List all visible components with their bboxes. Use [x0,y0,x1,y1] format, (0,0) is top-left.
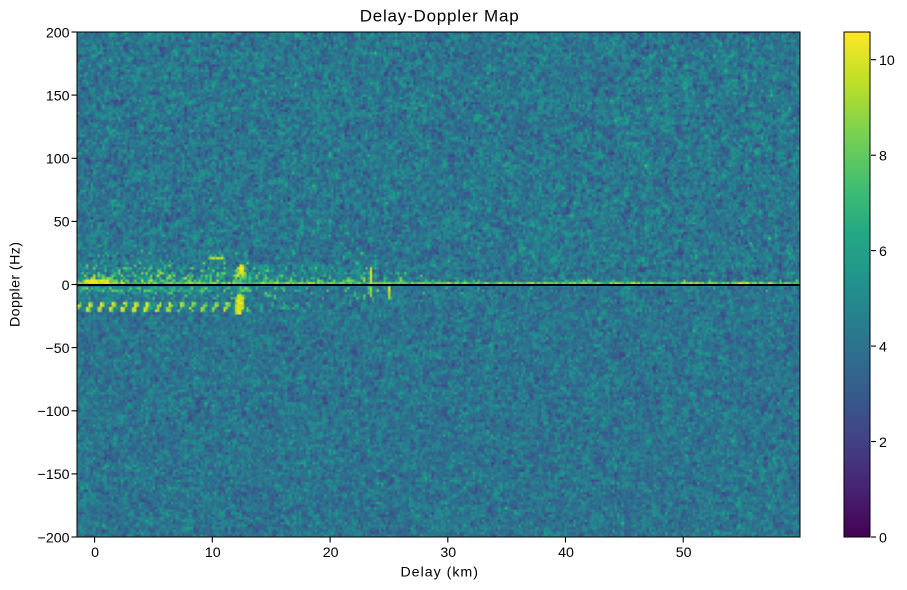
svg-text:10: 10 [205,545,221,561]
svg-text:0: 0 [879,530,887,546]
svg-text:30: 30 [440,545,456,561]
svg-text:Delay-Doppler Map: Delay-Doppler Map [360,7,519,26]
svg-text:10: 10 [879,53,895,69]
svg-text:20: 20 [323,545,339,561]
svg-text:8: 8 [879,149,887,165]
svg-text:6: 6 [879,244,887,260]
svg-text:4: 4 [879,339,887,355]
svg-text:Doppler (Hz): Doppler (Hz) [8,242,24,327]
svg-text:200: 200 [46,25,70,41]
svg-text:−50: −50 [45,341,69,357]
svg-text:50: 50 [676,545,692,561]
svg-text:Delay (km): Delay (km) [400,565,478,581]
svg-text:40: 40 [558,545,574,561]
svg-text:−100: −100 [38,404,70,420]
svg-text:−200: −200 [38,530,70,546]
svg-text:50: 50 [54,215,70,231]
svg-text:−150: −150 [38,467,70,483]
svg-text:0: 0 [62,278,70,294]
svg-text:150: 150 [46,88,70,104]
svg-text:2: 2 [879,435,887,451]
svg-text:0: 0 [91,545,99,561]
svg-text:100: 100 [46,152,70,168]
